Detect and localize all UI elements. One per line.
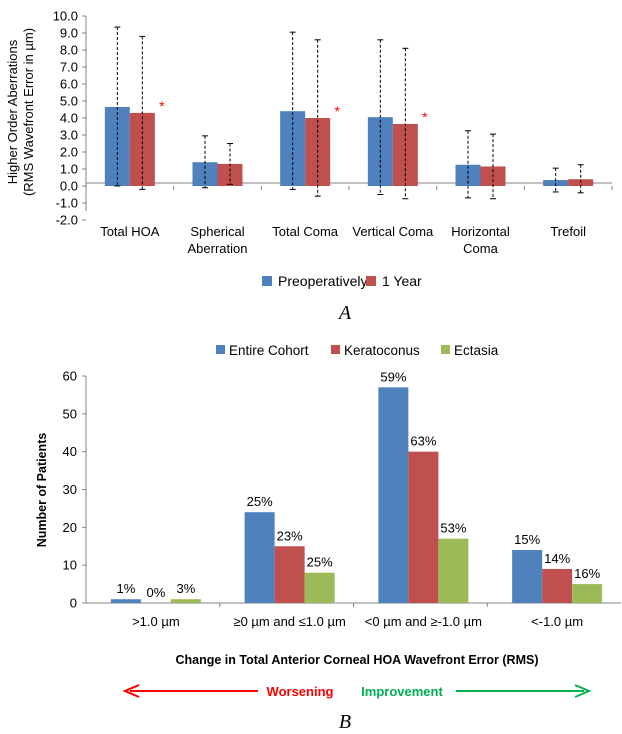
panel-b-bar [170, 599, 201, 603]
panel-b-bar [512, 550, 543, 603]
panel-a-bar [543, 180, 569, 186]
panel-a-significance-star: * [159, 98, 165, 114]
panel-a-y-tick-label: 8.0 [60, 43, 78, 58]
panel-b-legend-swatch [441, 345, 450, 354]
panel-b-bar [378, 387, 409, 603]
panel-a-category-label: Vertical Coma [352, 224, 434, 239]
panel-b-bar [572, 584, 603, 603]
panel-b-data-label: 0% [146, 585, 165, 600]
panel-a-chart: Higher Order Aberrations (RMS Wavefront … [5, 9, 613, 324]
panel-a-ylabel-line2: (RMS Wavefront Error in µm) [21, 28, 36, 196]
panel-a-category-label: Trefoil [550, 224, 586, 239]
panel-a-y-tick-label: -1.0 [56, 196, 78, 211]
panel-b-category-label: <0 µm and ≥-1.0 µm [365, 614, 482, 629]
panel-b-data-label: 14% [544, 551, 570, 566]
panel-a-letter: A [337, 302, 352, 324]
panel-b-category-label: ≥0 µm and ≤1.0 µm [233, 614, 345, 629]
panel-b-chart: Entire Cohort Keratoconus Ectasia Number o… [35, 343, 621, 733]
panel-a-legend-swatch [366, 276, 376, 286]
panel-a-category-label: Total Coma [272, 224, 339, 239]
panel-b-data-label: 3% [176, 581, 195, 596]
panel-b-data-label: 63% [410, 434, 436, 449]
panel-a-y-tick-label: 6.0 [60, 77, 78, 92]
panel-b-xlabel: Change in Total Anterior Corneal HOA Wav… [176, 653, 539, 667]
panel-b-y-tick-label: 30 [63, 482, 77, 497]
panel-a-legend-label: 1 Year [382, 273, 422, 289]
panel-b-y-tick-label: 50 [63, 406, 77, 421]
panel-b-data-label: 59% [380, 369, 406, 384]
panel-a-significance-star: * [422, 109, 428, 125]
panel-a-ylabel-line1: Higher Order Aberrations [5, 39, 20, 184]
panel-a-y-tick-label: 4.0 [60, 111, 78, 126]
panel-a-y-tick-label: -2.0 [56, 213, 78, 228]
panel-b-legend-swatch [216, 345, 225, 354]
panel-a-category-label: Spherical [190, 224, 244, 239]
panel-b-data-label: 23% [277, 528, 303, 543]
panel-a-category-label: Horizontal [451, 224, 510, 239]
panel-a-legend-label: Preoperatively [278, 273, 368, 289]
worsening-arrow [122, 684, 258, 698]
panel-b-y-tick-label: 40 [63, 444, 77, 459]
panel-a-y-tick-label: 1.0 [60, 162, 78, 177]
panel-b-legend-label: Ectasia [454, 343, 499, 358]
panel-b-y-tick-label: 10 [63, 558, 77, 573]
panel-b-bar [244, 512, 275, 603]
panel-b-bar [408, 451, 439, 603]
worsening-label: Worsening [267, 684, 334, 699]
panel-a-y-tick-label: 2.0 [60, 145, 78, 160]
panel-a-y-tick-label: 9.0 [60, 26, 78, 41]
improvement-label: Improvement [361, 684, 443, 699]
panel-b-legend-swatch [331, 345, 340, 354]
panel-a-legend-swatch [262, 276, 272, 286]
panel-a-y-tick-label: 7.0 [60, 60, 78, 75]
panel-b-data-label: 16% [574, 566, 600, 581]
panel-b-legend-label: Entire Cohort [229, 343, 309, 358]
panel-a-y-tick-label: 10.0 [53, 9, 78, 24]
panel-a-y-tick-label: 3.0 [60, 128, 78, 143]
improvement-arrow [456, 684, 592, 698]
panel-b-letter: B [339, 711, 351, 733]
panel-b-data-label: 25% [247, 494, 273, 509]
panel-a-category-label: Total HOA [100, 224, 160, 239]
panel-a-significance-star: * [334, 103, 340, 119]
panel-b-y-tick-label: 20 [63, 520, 77, 535]
panel-b-bar [110, 599, 141, 603]
panel-b-category-label: <-1.0 µm [531, 614, 583, 629]
panel-a-category-label: Aberration [188, 241, 248, 256]
panel-a-bar [192, 162, 218, 186]
panel-b-bar [304, 572, 335, 603]
panel-b-data-label: 15% [514, 532, 540, 547]
panel-a-bar [455, 164, 481, 186]
panel-b-category-label: >1.0 µm [132, 614, 180, 629]
panel-b-data-label: 25% [307, 555, 333, 570]
panel-b-y-tick-label: 60 [63, 369, 77, 384]
panel-b-bar [438, 538, 469, 603]
panel-b-legend-label: Keratoconus [344, 343, 420, 358]
panel-b-bar [274, 546, 305, 603]
panel-a-y-tick-label: 0.0 [60, 179, 78, 194]
panel-b-data-label: 1% [116, 581, 135, 596]
panel-b-bar [542, 568, 573, 603]
panel-a-y-tick-label: 5.0 [60, 94, 78, 109]
panel-a-category-label: Coma [463, 241, 498, 256]
panel-b-y-tick-label: 0 [70, 596, 77, 611]
panel-b-ylabel: Number of Patients [35, 433, 49, 548]
panel-b-data-label: 53% [440, 521, 466, 536]
